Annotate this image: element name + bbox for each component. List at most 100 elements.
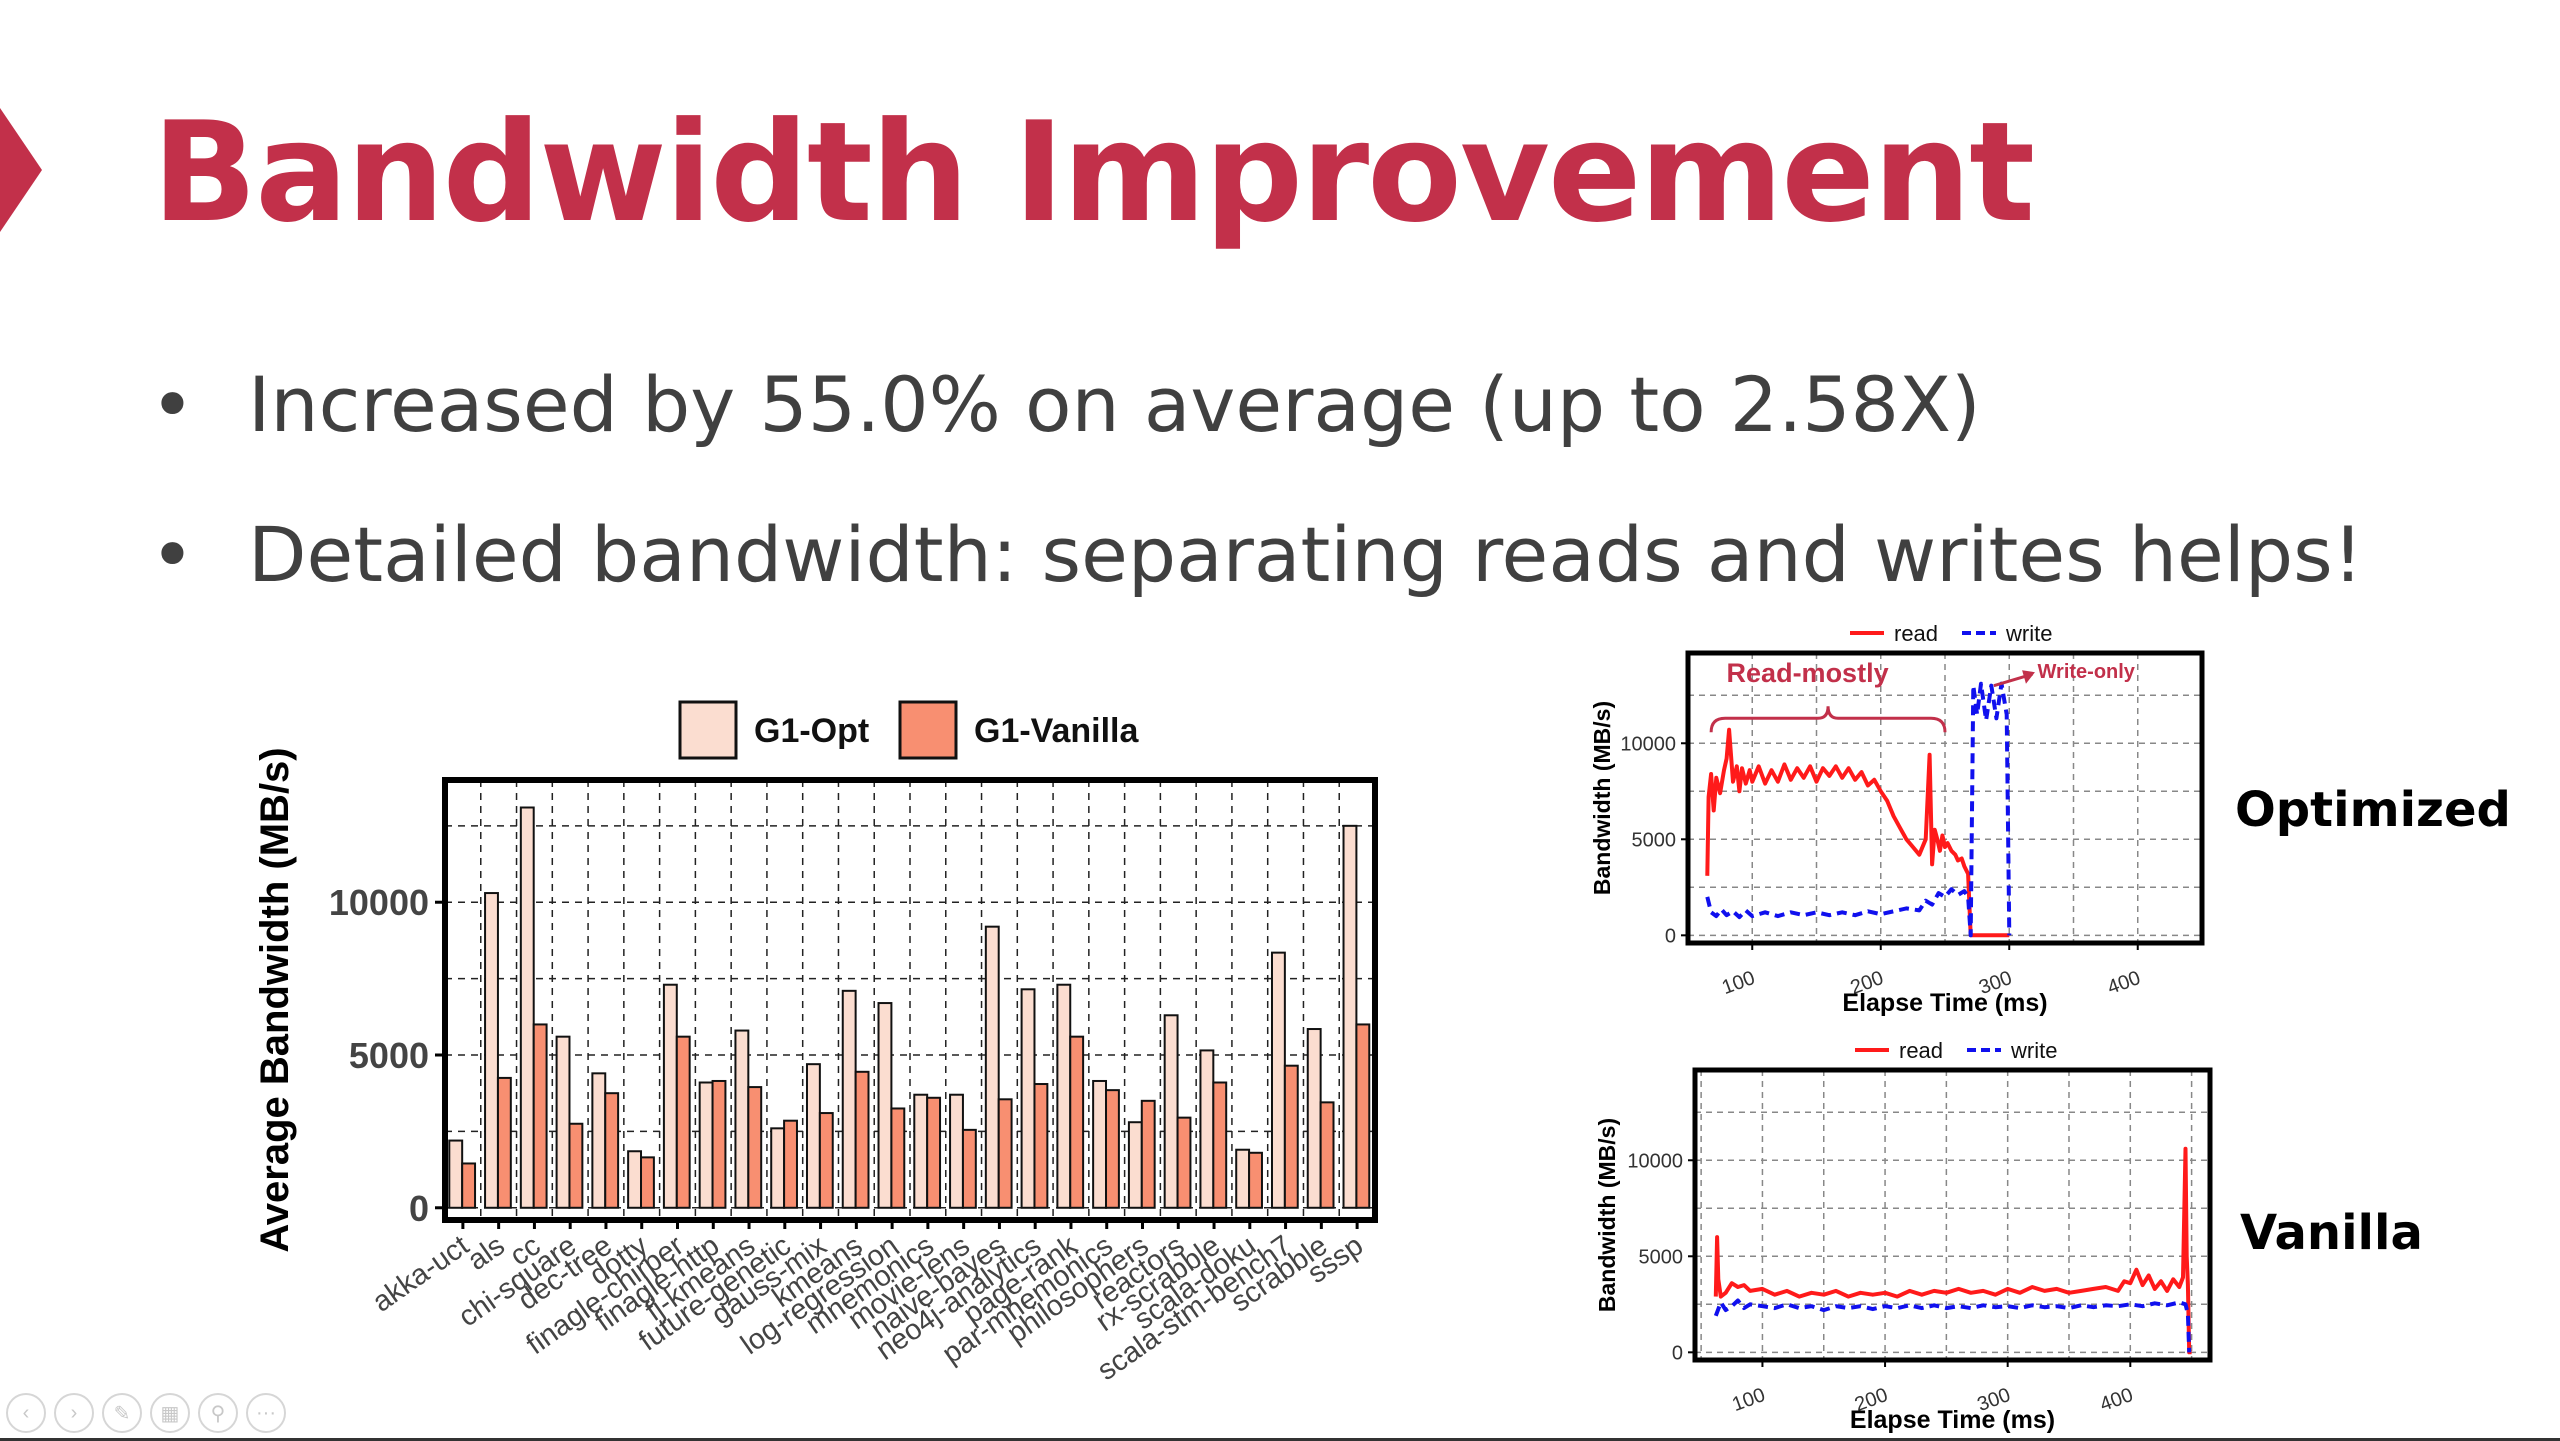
bar-g1-opt: [805, 1063, 821, 1209]
bar-g1-vanilla: [675, 1035, 691, 1209]
legend: G1-Opt G1-Vanilla: [678, 700, 1139, 760]
bar-g1-opt: [1056, 983, 1072, 1209]
legend-label: write: [2005, 621, 2052, 646]
legend-label: write: [2010, 1038, 2057, 1063]
bar-g1-opt: [877, 1002, 893, 1209]
annotation-write-only: Write-only: [2038, 661, 2136, 683]
vanilla-label: Vanilla: [2240, 1205, 2423, 1261]
pen-icon[interactable]: ✎: [102, 1393, 142, 1433]
bottom-divider: [0, 1438, 2560, 1441]
y-axis-label: Bandwidth (MB/s): [1589, 701, 1615, 895]
bar-g1-opt: [913, 1093, 929, 1209]
bar-g1-vanilla: [926, 1096, 942, 1209]
optimized-label: Optimized: [2235, 782, 2511, 838]
prev-icon[interactable]: ‹: [6, 1393, 46, 1433]
slideshow-toolbar: ‹ › ✎ ▦ ⚲ ···: [6, 1393, 286, 1433]
bar-g1-vanilla: [496, 1076, 512, 1209]
bar-g1-opt: [698, 1081, 714, 1209]
bar-g1-opt: [734, 1029, 750, 1209]
y-tick-label: 0: [1665, 925, 1676, 947]
plot-frame: [1692, 1067, 2213, 1363]
title-arrow-decoration: [0, 108, 42, 232]
bar-g1-vanilla: [1355, 1023, 1371, 1209]
bullet-dot: •: [150, 510, 195, 599]
bar-g1-opt: [591, 1072, 607, 1209]
x-axis-label: Elapse Time (ms): [1842, 989, 2047, 1017]
y-tick-label: 0: [409, 1188, 429, 1229]
bar-g1-opt: [770, 1127, 786, 1209]
bar-g1-vanilla: [640, 1156, 655, 1209]
plot-frame: [442, 777, 1378, 1223]
x-tick-label: 100: [1719, 967, 1758, 999]
legend-label: G1-Vanilla: [974, 712, 1139, 750]
bullet-text: Increased by 55.0% on average (up to 2.5…: [248, 360, 1981, 449]
bar-g1-opt: [555, 1035, 571, 1209]
bar-g1-opt: [1092, 1079, 1108, 1209]
bar-g1-vanilla: [1105, 1089, 1120, 1209]
arrow-head-icon: [2022, 670, 2035, 684]
bar-g1-opt: [984, 925, 1000, 1209]
bar-g1-opt: [1020, 988, 1036, 1209]
bar-g1-opt: [484, 892, 499, 1209]
bar-g1-vanilla: [1140, 1099, 1156, 1209]
legend: read write: [1850, 621, 2052, 646]
slide-title: Bandwidth Improvement: [152, 92, 2035, 253]
x-axis-label: Elapse Time (ms): [1850, 1406, 2055, 1434]
bar-g1-opt: [662, 983, 678, 1209]
bar-g1-vanilla: [890, 1107, 906, 1209]
x-tick-label: 400: [2105, 967, 2144, 999]
y-tick-label: 5000: [349, 1035, 429, 1076]
bar-g1-vanilla: [711, 1079, 727, 1209]
bar-g1-vanilla: [997, 1098, 1013, 1209]
slides-icon[interactable]: ▦: [150, 1393, 190, 1433]
bar-g1-opt: [519, 806, 535, 1209]
y-tick-label: 10000: [1627, 1150, 1683, 1172]
bar-g1-vanilla: [568, 1122, 584, 1209]
bar-g1-vanilla: [1069, 1035, 1085, 1209]
annotation-read-mostly: Read-mostly: [1727, 658, 1889, 688]
bar-g1-vanilla: [747, 1086, 763, 1209]
y-axis-label: Average Bandwidth (MB/s): [253, 747, 297, 1252]
series-line-write: [1713, 1298, 2192, 1353]
bar-g1-opt: [1163, 1014, 1179, 1209]
bar-g1-opt: [949, 1093, 964, 1209]
bar-g1-opt: [448, 1139, 464, 1209]
bar-g1-vanilla: [854, 1070, 870, 1209]
legend: read write: [1855, 1038, 2057, 1063]
bar-g1-vanilla: [1248, 1151, 1263, 1209]
y-tick-label: 0: [1672, 1342, 1683, 1364]
more-icon[interactable]: ···: [246, 1393, 286, 1433]
bar-g1-opt: [1270, 951, 1286, 1209]
bar-g1-vanilla: [604, 1092, 620, 1209]
series-line-write: [1705, 681, 2012, 938]
legend-label: G1-Opt: [754, 712, 869, 750]
plot-frame: [1685, 650, 2205, 946]
bullet-list: • Increased by 55.0% on average (up to 2…: [150, 350, 2363, 650]
series-line-read: [1713, 1146, 2192, 1355]
y-tick-label: 10000: [1620, 733, 1676, 755]
bar-g1-vanilla: [1176, 1116, 1192, 1209]
bar-g1-opt: [1127, 1121, 1143, 1209]
plot-background: [1695, 1070, 2210, 1360]
bar-g1-vanilla: [961, 1128, 977, 1209]
x-tick-label: 100: [1729, 1384, 1768, 1416]
bar-g1-vanilla: [818, 1112, 834, 1209]
bullet-dot: •: [150, 360, 195, 449]
zoom-icon[interactable]: ⚲: [198, 1393, 238, 1433]
bar-g1-vanilla: [461, 1162, 477, 1209]
next-icon[interactable]: ›: [54, 1393, 94, 1433]
bar-g1-opt: [841, 989, 857, 1209]
bar-g1-vanilla: [1283, 1064, 1299, 1209]
legend-swatch-g1-opt: [678, 700, 738, 760]
series-line-read: [1705, 727, 2010, 938]
y-axis-label: Bandwidth (MB/s): [1594, 1118, 1620, 1312]
y-tick-label: 10000: [329, 882, 429, 923]
bar-g1-opt: [1306, 1028, 1322, 1209]
bar-g1-vanilla: [532, 1023, 548, 1209]
y-tick-label: 5000: [1639, 1246, 1684, 1268]
bar-g1-opt: [1199, 1049, 1215, 1209]
legend-label: read: [1899, 1038, 1943, 1063]
